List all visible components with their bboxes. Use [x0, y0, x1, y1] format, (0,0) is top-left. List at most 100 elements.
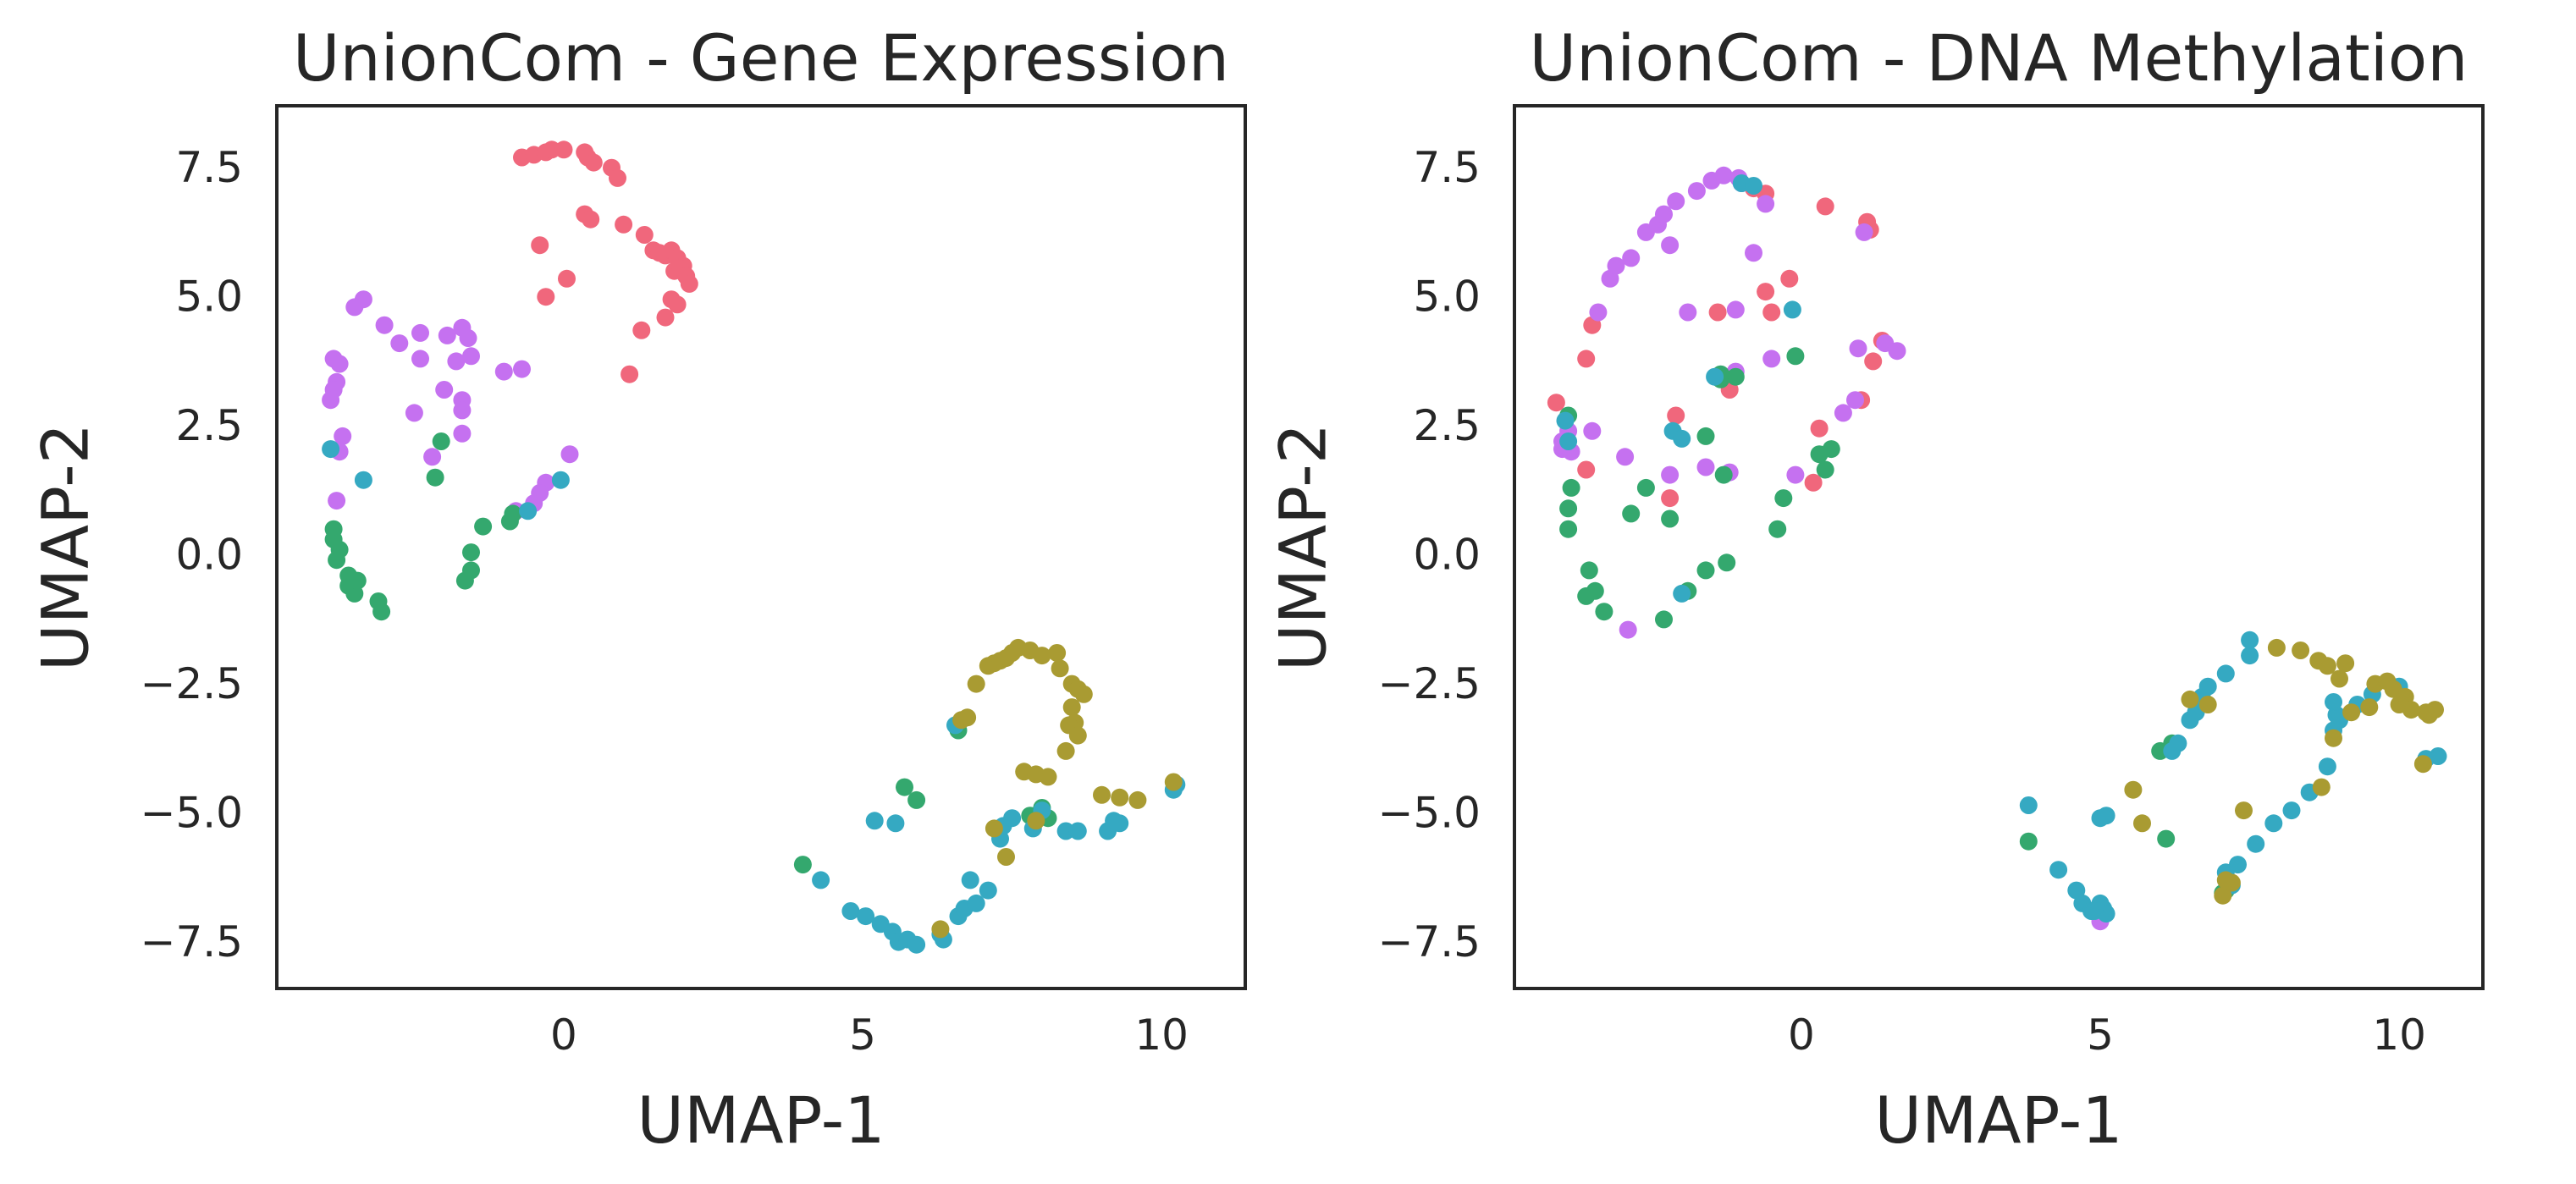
scatter-point-purple	[411, 350, 429, 368]
scatter-point-olive	[2402, 701, 2420, 719]
scatter-point-purple	[345, 298, 364, 317]
scatter-point-purple	[1661, 236, 1680, 255]
scatter-point-pink	[1667, 406, 1685, 425]
scatter-point-purple	[494, 362, 513, 381]
scatter-point-pink	[1547, 394, 1565, 412]
scatter-point-olive	[1048, 644, 1067, 662]
scatter-point-teal	[519, 502, 538, 520]
scatter-point-purple	[1661, 465, 1680, 484]
scatter-point-olive	[2336, 654, 2355, 673]
scatter-point-purple	[1834, 404, 1852, 422]
scatter-point-olive	[1111, 788, 1129, 807]
scatter-point-pink	[531, 236, 549, 255]
scatter-point-green	[462, 543, 480, 562]
y-tick-label: −5.0	[1378, 789, 1481, 838]
scatter-point-green	[1816, 460, 1834, 479]
scatter-point-olive	[967, 675, 985, 693]
scatter-point-purple	[1622, 249, 1641, 267]
scatter-point-teal	[2085, 902, 2104, 920]
scatter-point-pink	[635, 226, 654, 244]
scatter-point-pink	[1757, 283, 1775, 301]
y-tick-label: 7.5	[1413, 143, 1481, 192]
scatter-point-teal	[961, 871, 979, 889]
scatter-point-green	[500, 512, 519, 531]
scatter-point-pink	[609, 168, 626, 187]
x-tick-label: 10	[2372, 1011, 2426, 1060]
scatter-point-purple	[1679, 303, 1697, 322]
scatter-point-olive	[2133, 814, 2151, 833]
scatter-point-purple	[453, 401, 472, 420]
scatter-point-purple	[462, 347, 480, 366]
chart-title: UnionCom - Gene Expression	[293, 20, 1229, 96]
scatter-point-olive	[2342, 703, 2361, 722]
scatter-point-olive	[2325, 729, 2342, 747]
y-tick-label: −2.5	[1378, 659, 1481, 708]
scatter-point-purple	[1589, 303, 1608, 322]
scatter-point-teal	[2229, 856, 2247, 874]
scatter-point-pink	[1816, 197, 1834, 216]
scatter-point-pink	[1864, 352, 1883, 371]
scatter-point-teal	[1068, 822, 1087, 840]
scatter-point-olive	[2267, 638, 2286, 657]
scatter-point-olive	[1093, 785, 1111, 804]
scatter-point-pink	[680, 274, 698, 293]
scatter-point-pink	[656, 308, 675, 327]
tick-labels: 0 5 10 7.5 5.0 2.5 0.0 −2.5 −5.0 −7.5	[141, 143, 1189, 1060]
scatter-point-teal	[841, 902, 860, 920]
scatter-point-olive	[2124, 780, 2143, 799]
scatter-point-green	[1774, 489, 1793, 508]
scatter-point-teal	[886, 814, 905, 833]
chart-title: UnionCom - DNA Methylation	[1530, 20, 2468, 96]
scatter-point-olive	[2235, 801, 2253, 820]
scatter-point-green	[1559, 499, 1578, 518]
scatter-point-green	[372, 603, 391, 621]
scatter-point-olive	[2312, 778, 2331, 796]
scatter-point-purple	[328, 492, 346, 510]
y-tick-label: 0.0	[175, 531, 243, 580]
scatter-point-purple	[1846, 391, 1864, 410]
scatter-point-green	[328, 551, 346, 570]
scatter-point-teal	[1673, 429, 1691, 448]
scatter-point-teal	[354, 471, 372, 489]
scatter-point-purple	[322, 391, 340, 410]
scatter-point-olive	[2181, 690, 2199, 708]
scatter-point-green	[1622, 504, 1641, 523]
scatter-point-purple	[459, 329, 477, 347]
scatter-point-pink	[1780, 269, 1799, 288]
y-tick-label: −5.0	[141, 789, 243, 838]
scatter-point-purple	[1762, 350, 1781, 368]
scatter-point-olive	[1128, 790, 1147, 809]
scatter-point-olive	[997, 848, 1015, 866]
scatter-point-teal	[2241, 647, 2259, 665]
scatter-point-pink	[554, 140, 573, 159]
y-tick-label: 0.0	[1413, 531, 1481, 580]
y-axis-label: UMAP-2	[28, 423, 103, 671]
scatter-point-purple	[447, 352, 466, 371]
scatter-point-olive	[2318, 657, 2336, 675]
scatter-point-pink	[668, 295, 687, 314]
scatter-point-green	[1696, 561, 1715, 580]
scatter-point-pink	[1708, 303, 1727, 322]
scatter-point-purple	[1786, 465, 1805, 484]
scatter-point-green	[426, 468, 444, 487]
scatter-point-purple	[390, 334, 409, 353]
scatter-point-teal	[1783, 300, 1801, 319]
scatter-point-purple	[1607, 256, 1625, 275]
x-tick-label: 5	[849, 1011, 876, 1060]
scatter-point-teal	[2318, 757, 2336, 776]
scatter-point-olive	[2331, 669, 2348, 688]
scatter-points	[1547, 166, 2447, 931]
scatter-point-teal	[1559, 432, 1578, 450]
scatter-point-green	[907, 790, 926, 809]
scatter-point-green	[1768, 520, 1787, 538]
scatter-point-purple	[334, 427, 352, 445]
scatter-point-pink	[632, 321, 651, 339]
scatter-point-teal	[2429, 747, 2447, 765]
scatter-point-green	[2019, 832, 2038, 851]
scatter-point-teal	[1706, 367, 1724, 386]
scatter-point-purple	[1757, 195, 1775, 213]
scatter-point-teal	[907, 935, 926, 954]
scatter-point-teal	[2169, 734, 2187, 752]
scatter-point-olive	[2360, 698, 2379, 717]
y-tick-label: 5.0	[175, 273, 243, 322]
